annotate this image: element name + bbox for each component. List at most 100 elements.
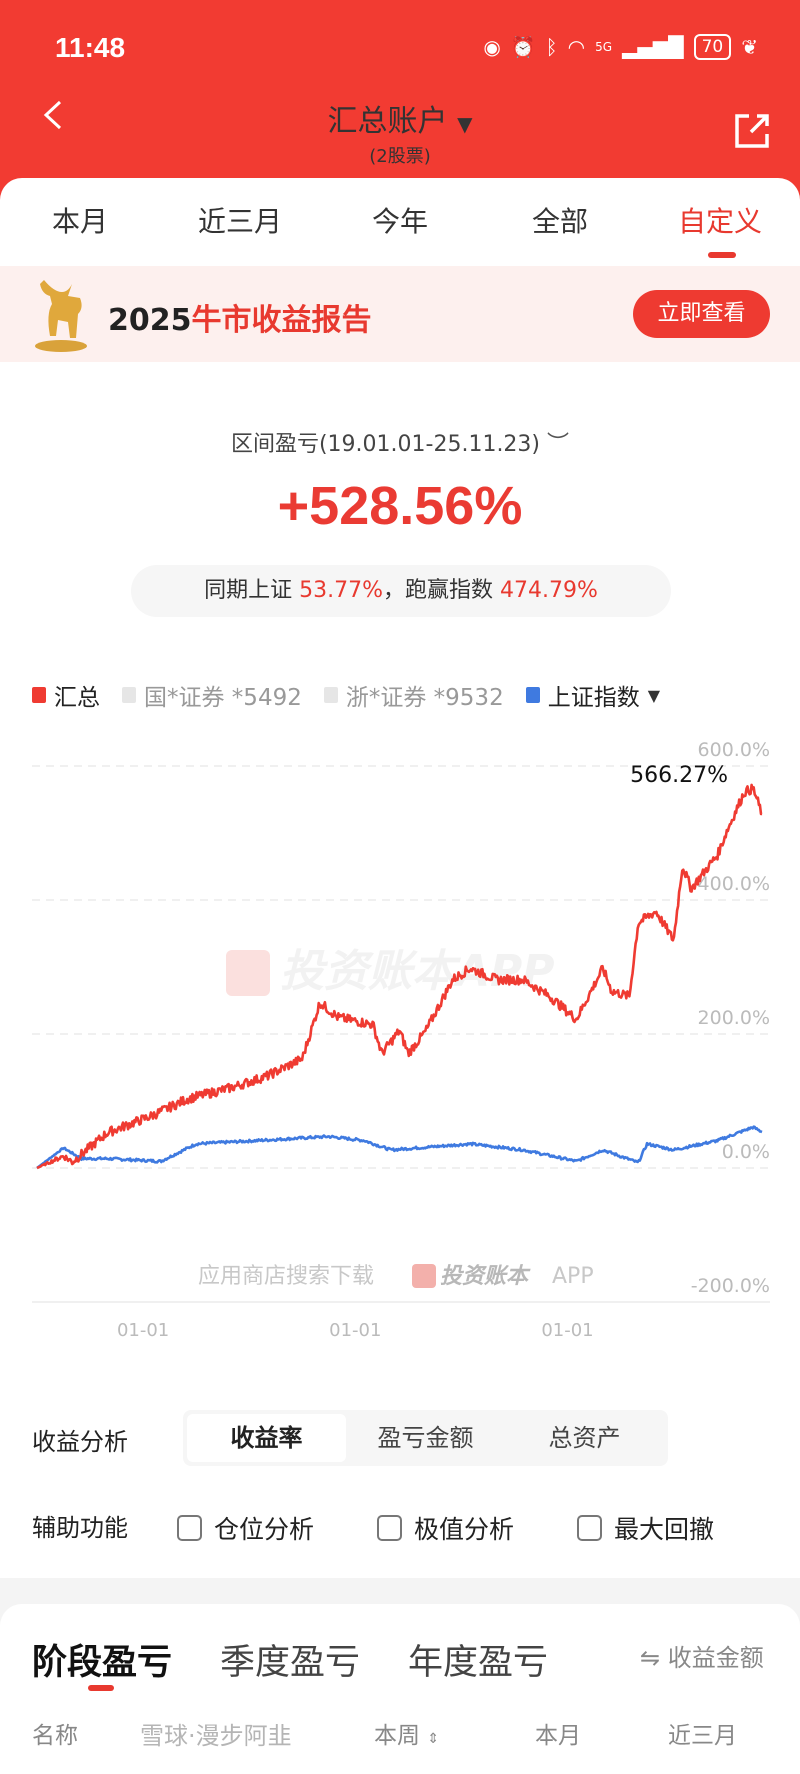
- x-tick-label: 01-01: [329, 1320, 381, 1340]
- tab-this-year[interactable]: 今年: [371, 205, 428, 238]
- analysis-label: 收益分析: [32, 1428, 128, 1456]
- watermark-text: 投资账本APP: [280, 946, 555, 997]
- banner-title-text: 牛市收益报告: [191, 303, 372, 338]
- network-label: 5G: [595, 40, 613, 54]
- checkbox-label: 最大回撤: [614, 1515, 715, 1544]
- y-tick-label: 400.0%: [698, 873, 770, 895]
- tab-quarter-pnl[interactable]: 季度盈亏: [220, 1643, 361, 1683]
- leaf-icon: ❦: [741, 35, 758, 59]
- back-icon[interactable]: [40, 100, 70, 130]
- share-icon[interactable]: [733, 112, 771, 150]
- checkbox-icon[interactable]: [377, 1515, 402, 1541]
- aux-label: 辅助功能: [32, 1514, 128, 1542]
- beat-value: 474.79%: [500, 578, 598, 603]
- battery-icon: 70: [693, 34, 732, 60]
- x-tick-label: 01-01: [117, 1320, 169, 1340]
- legend-total[interactable]: 汇总: [32, 678, 100, 712]
- tab-custom[interactable]: 自定义: [677, 205, 762, 238]
- column-this-month[interactable]: 本月: [535, 1716, 581, 1750]
- sort-icon: ⇕: [427, 1731, 440, 1747]
- x-tick-label: 01-01: [541, 1320, 593, 1340]
- legend-account-1[interactable]: 国*证券 *5492: [122, 678, 302, 712]
- legend-label: 国*证券 *5492: [144, 685, 302, 711]
- watermark: 投资账本APP 应用商店搜索下载 投资账本 APP: [198, 946, 594, 1289]
- watermark-footer-brand: 投资账本: [440, 1264, 531, 1289]
- dropdown-icon: ▼: [457, 112, 473, 136]
- tab-stage-pnl[interactable]: 阶段盈亏: [32, 1643, 173, 1683]
- signal-icon: ▂▄▆█: [622, 35, 684, 59]
- column-label: 本月: [535, 1723, 581, 1749]
- banner-title: 2025牛市收益报告: [108, 295, 372, 339]
- max-value-label: 566.27%: [630, 763, 728, 788]
- index-comparison: 同期上证 53.77%，跑赢指数 474.79%: [131, 565, 671, 617]
- column-name: 名称: [32, 1723, 78, 1749]
- watermark-footer: 应用商店搜索下载: [198, 1264, 374, 1289]
- status-icons: ◉ ⏰ ᛒ ◠ 5G ▂▄▆█ 70 ❦: [483, 34, 758, 60]
- toggle-amount-button[interactable]: ⇋ 收益金额: [640, 1638, 764, 1673]
- checkbox-position-analysis[interactable]: 仓位分析: [177, 1510, 314, 1546]
- checkbox-icon[interactable]: [577, 1515, 602, 1541]
- checkbox-icon[interactable]: [177, 1515, 202, 1541]
- swap-icon: ⇋: [640, 1644, 661, 1672]
- return-chart[interactable]: 投资账本APP 应用商店搜索下载 投资账本 APP 600.0% 400.0% 20…: [0, 740, 800, 1340]
- tab-all[interactable]: 全部: [531, 205, 588, 238]
- index-dropdown-icon[interactable]: ▼: [647, 685, 661, 705]
- segment-pnl-amount[interactable]: 盈亏金额: [377, 1424, 474, 1452]
- app-header: [0, 0, 800, 200]
- checkbox-extreme-analysis[interactable]: 极值分析: [377, 1510, 514, 1546]
- series-line-total: [36, 783, 763, 1170]
- y-tick-label: -200.0%: [691, 1275, 770, 1297]
- legend-swatch: [323, 687, 338, 703]
- series-line-index: [36, 1125, 763, 1170]
- range-label: 区间盈亏(19.01.01-25.11.23) ︶: [0, 426, 800, 458]
- period-tabs: 本月 近三月 今年 全部 自定义: [0, 200, 800, 240]
- footer-logo-icon: [412, 1264, 436, 1288]
- status-time: 11:48: [55, 32, 126, 63]
- legend-label: 汇总: [54, 685, 100, 711]
- account-subtitle: (2股票): [369, 146, 431, 167]
- legend-index[interactable]: 上证指数 ▼: [525, 678, 661, 712]
- view-now-button[interactable]: 立即查看: [633, 290, 770, 338]
- y-tick-label: 600.0%: [698, 740, 770, 761]
- legend-label: 浙*证券 *9532: [345, 685, 504, 711]
- watermark-footer-app: APP: [552, 1264, 594, 1289]
- main-panel: [0, 178, 800, 1578]
- y-tick-label: 200.0%: [698, 1007, 770, 1029]
- column-this-week[interactable]: 本周 ⇕: [374, 1716, 439, 1750]
- period-pnl-card: [0, 1604, 800, 1774]
- bluetooth-icon: ᛒ: [545, 35, 558, 59]
- segment-total-assets[interactable]: 总资产: [548, 1424, 621, 1452]
- tab-year-pnl[interactable]: 年度盈亏: [408, 1643, 549, 1683]
- analysis-segmented-control: 收益率 盈亏金额 总资产: [183, 1410, 668, 1466]
- eye-closed-icon[interactable]: ︶: [547, 432, 570, 457]
- y-tick-label: 0.0%: [722, 1141, 770, 1163]
- column-label: 本周: [374, 1723, 420, 1749]
- checkbox-label: 极值分析: [414, 1515, 515, 1544]
- index-label: 同期上证: [204, 578, 293, 603]
- legend-swatch: [122, 687, 136, 703]
- tab-this-month[interactable]: 本月: [51, 205, 108, 238]
- range-text: 区间盈亏(19.01.01-25.11.23): [230, 432, 541, 457]
- alarm-icon: ⏰: [510, 35, 536, 59]
- column-three-months[interactable]: 近三月: [668, 1716, 737, 1750]
- chart-legend: 汇总 国*证券 *5492 浙*证券 *9532 上证指数 ▼: [32, 678, 660, 712]
- checkbox-max-drawdown[interactable]: 最大回撤: [577, 1510, 714, 1546]
- legend-swatch: [525, 687, 540, 703]
- active-tab-indicator: [708, 252, 736, 258]
- banner-year: 2025: [108, 303, 192, 338]
- title-text: 汇总账户: [327, 104, 448, 139]
- wifi-icon: ◠: [567, 35, 586, 59]
- page-watermark: 雪球·漫步阿韭: [140, 1722, 292, 1750]
- segment-return-rate[interactable]: 收益率: [187, 1414, 346, 1462]
- legend-label: 上证指数: [547, 685, 640, 711]
- index-value: 53.77%: [299, 578, 383, 603]
- eye-icon: ◉: [483, 35, 501, 59]
- golden-bull-icon: [35, 280, 87, 352]
- toggle-label: 收益金额: [667, 1644, 764, 1672]
- active-tab-indicator: [88, 1685, 114, 1691]
- legend-account-2[interactable]: 浙*证券 *9532: [323, 678, 504, 712]
- legend-swatch: [32, 687, 46, 703]
- account-title[interactable]: 汇总账户 ▼: [0, 96, 800, 140]
- tab-three-months[interactable]: 近三月: [197, 205, 282, 238]
- separator: ，: [382, 578, 405, 603]
